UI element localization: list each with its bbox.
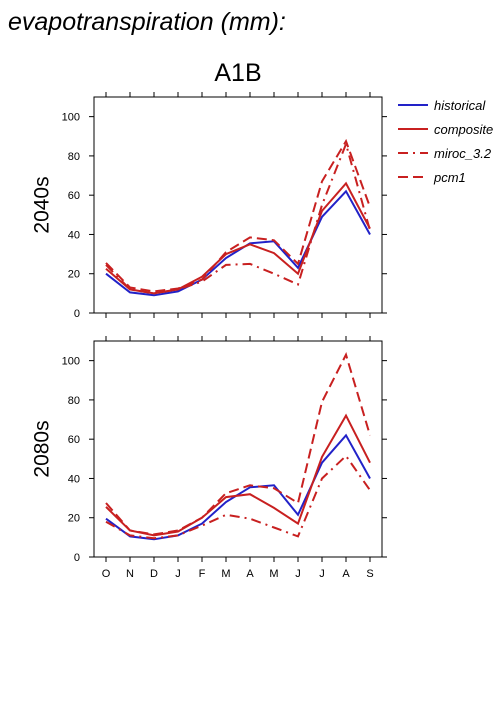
- series-line-pcm1: [105, 138, 371, 293]
- legend-item-miroc-3-2: miroc_3.2: [398, 146, 492, 161]
- x-tick-label: A: [246, 568, 254, 580]
- x-tick-label: A: [342, 568, 350, 580]
- series-line-miroc-3-2: [105, 454, 371, 540]
- series-line-composite: [105, 413, 371, 537]
- panel-2040s: 2040s 0 20 40 60 80 100: [31, 92, 387, 320]
- legend-item-historical: historical: [398, 98, 486, 113]
- legend: historical composite miroc_3.2 pcm1: [398, 98, 493, 185]
- x-tick-label: D: [150, 568, 158, 580]
- x-tick-label: F: [199, 568, 206, 580]
- x-tick-label: M: [269, 568, 278, 580]
- series-line-historical: [105, 433, 371, 541]
- x-tick-label: J: [295, 568, 301, 580]
- x-tick-label: J: [175, 568, 181, 580]
- y-tick-label: 60: [68, 190, 80, 202]
- legend-item-composite: composite: [398, 122, 493, 137]
- x-tick-label: J: [319, 568, 325, 580]
- y-tick-label: 80: [68, 395, 80, 407]
- y-tick-label: 60: [68, 434, 80, 446]
- x-tick-label: S: [366, 568, 373, 580]
- series-line-pcm1: [105, 352, 371, 536]
- legend-item-pcm1: pcm1: [398, 170, 466, 185]
- x-tick-label: O: [102, 568, 111, 580]
- y-tick-label: 20: [68, 269, 80, 281]
- series-line-composite: [105, 181, 371, 295]
- y-tick-label: 100: [62, 112, 80, 124]
- legend-label: historical: [434, 98, 486, 113]
- plot-frame: [93, 96, 383, 314]
- legend-label: miroc_3.2: [434, 146, 492, 161]
- y-tick-label: 0: [74, 552, 80, 564]
- y-tick-label: 40: [68, 473, 80, 485]
- y-tick-label: 40: [68, 229, 80, 241]
- figure-title: evapotranspiration (mm):: [8, 8, 286, 36]
- x-tick-label: N: [126, 568, 134, 580]
- y-tick-label: 80: [68, 151, 80, 163]
- chart-panels: 2040s 0 20 40 60 80 100 2080s 0 20 40 60 80 100 O N D J F M…: [31, 92, 387, 580]
- panel-2080s: 2080s 0 20 40 60 80 100 O N D J F M A M J J A S: [31, 336, 387, 580]
- y-tick-label: 20: [68, 513, 80, 525]
- panel-label: 2080s: [31, 420, 54, 477]
- y-tick-label: 0: [74, 308, 80, 320]
- legend-label: composite: [434, 122, 493, 137]
- plot-frame: [93, 340, 383, 558]
- y-tick-label: 100: [62, 356, 80, 368]
- x-tick-label: M: [221, 568, 230, 580]
- series-line-historical: [105, 189, 371, 297]
- scenario-title: A1B: [214, 59, 261, 87]
- legend-label: pcm1: [433, 170, 466, 185]
- panel-label: 2040s: [31, 176, 54, 233]
